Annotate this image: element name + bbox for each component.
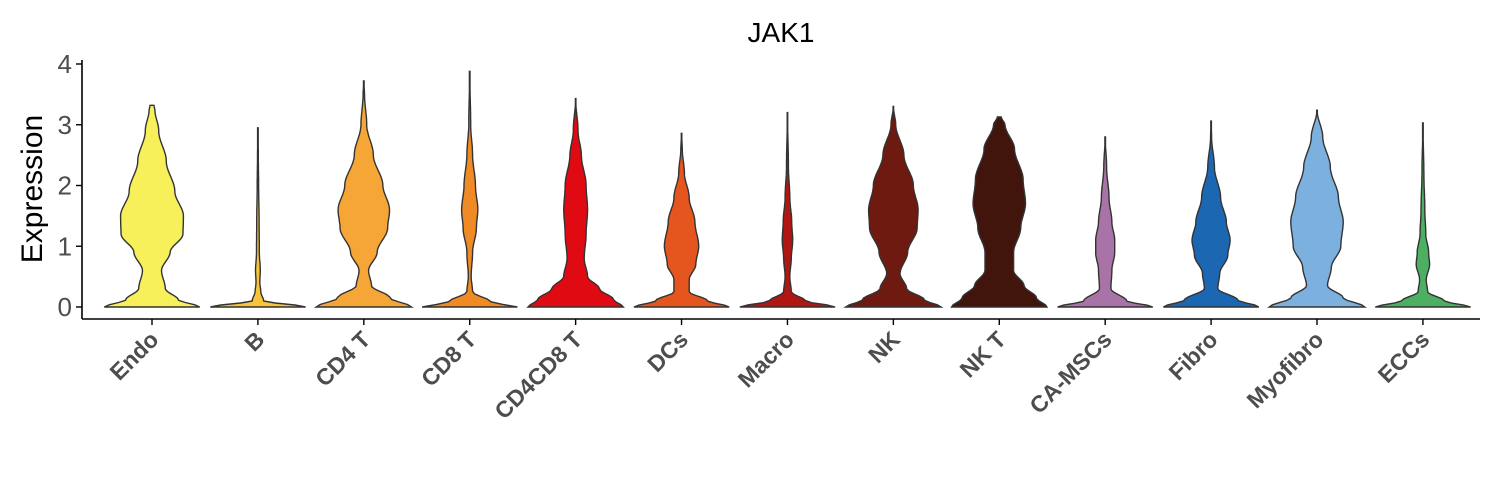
y-tick-label: 4 <box>58 49 72 79</box>
violin-cd4cd8-t <box>526 97 625 308</box>
x-tick-label: NK <box>863 326 905 368</box>
violin-ca-mscs <box>1057 136 1154 308</box>
x-tick-label: Endo <box>104 326 163 385</box>
x-tick-label: CD8 T <box>416 326 481 391</box>
x-tick-label: ECCs <box>1373 326 1435 388</box>
y-tick-label: 0 <box>58 292 72 322</box>
y-axis-label: Expression <box>16 115 49 263</box>
violin-eccs <box>1375 122 1471 308</box>
violin-myofibro <box>1267 109 1367 308</box>
x-tick-label: Macro <box>733 326 799 392</box>
y-tick-label: 2 <box>58 171 72 201</box>
y-tick-label: 1 <box>58 231 72 261</box>
x-tick-label: CA-MSCs <box>1024 326 1116 418</box>
violin-fibro <box>1163 120 1260 308</box>
chart-title: JAK1 <box>748 17 815 48</box>
x-tick-label: B <box>239 326 269 356</box>
x-tick-label: NK T <box>954 326 1010 382</box>
violin-cd8-t <box>421 70 518 308</box>
plot-area: 0 1 2 3 4 Endo B CD4 T CD8 T CD4CD8 T DCs Macro NK NK… <box>58 49 1480 424</box>
x-tick-label: Myofibro <box>1241 326 1328 413</box>
violin-macro <box>739 111 836 308</box>
violin-nk <box>843 105 944 308</box>
x-tick-label: DCs <box>642 326 693 377</box>
violin-b <box>210 127 306 308</box>
violin-cd4-t <box>313 80 414 308</box>
violin-nk-t <box>950 116 1049 308</box>
x-tick-label: Fibro <box>1164 326 1223 385</box>
x-tick-label: CD4CD8 T <box>489 326 587 424</box>
x-tick-label: CD4 T <box>310 326 375 391</box>
violin-endo <box>104 104 200 308</box>
violin-dcs <box>633 132 730 308</box>
y-tick-label: 3 <box>58 110 72 140</box>
